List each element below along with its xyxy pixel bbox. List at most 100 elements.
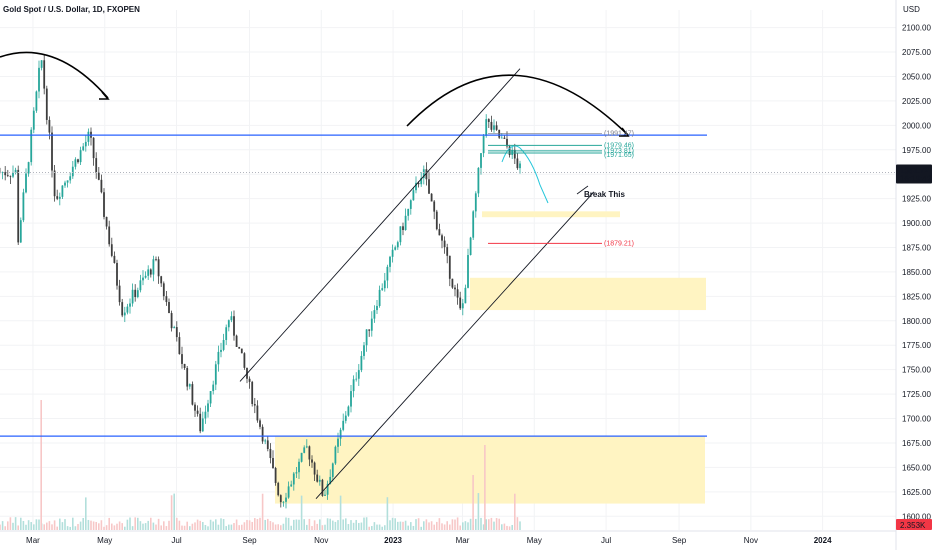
- volume-bar: [139, 521, 142, 530]
- candle-body: [425, 169, 428, 180]
- volume-bar: [194, 522, 196, 530]
- volume-bar: [17, 525, 19, 530]
- candle-body: [490, 121, 493, 130]
- candle-body: [370, 318, 373, 331]
- volume-bar: [92, 521, 95, 530]
- candle-body: [38, 67, 40, 92]
- volume-bar: [287, 517, 290, 530]
- candle-body: [199, 413, 202, 432]
- volume-bar: [95, 521, 97, 530]
- candle-body: [391, 249, 394, 257]
- volume-bar: [415, 519, 417, 530]
- level-label: (1991.47): [604, 131, 634, 138]
- volume-bar: [220, 518, 222, 530]
- candle-body: [448, 255, 451, 279]
- volume-bar: [516, 517, 519, 530]
- volume-bar: [51, 524, 53, 530]
- volume-bar: [7, 521, 9, 530]
- volume-bar: [425, 519, 428, 530]
- volume-bar: [147, 520, 149, 530]
- candle-body: [136, 290, 139, 298]
- candle-body: [84, 141, 87, 147]
- volume-bar: [397, 521, 399, 530]
- chart-title: Gold Spot / U.S. Dollar, 1D, FXOPEN: [3, 5, 140, 14]
- candle-body: [407, 208, 410, 216]
- volume-bar: [72, 517, 74, 530]
- demand-zone-upper: [470, 277, 706, 311]
- volume-bar: [506, 525, 508, 530]
- x-tick-label: Sep: [672, 536, 687, 545]
- candle-body: [58, 196, 61, 199]
- candle-body: [235, 335, 238, 347]
- candle-body: [17, 169, 20, 243]
- volume-bar: [264, 519, 266, 530]
- volume-bar: [129, 517, 131, 530]
- volume-bar: [246, 519, 248, 530]
- candle-body: [108, 226, 111, 245]
- volume-bar: [407, 525, 409, 530]
- level-label: (1973.81): [604, 148, 634, 155]
- volume-bar: [454, 519, 456, 530]
- volume-bar: [436, 521, 438, 530]
- volume-bar: [183, 525, 186, 530]
- y-tick-label: 1975.00: [902, 146, 931, 155]
- candle-body: [25, 173, 27, 193]
- volume-bar: [199, 520, 201, 530]
- candle-body: [14, 169, 17, 174]
- volume-bar: [373, 522, 376, 530]
- candle-body: [186, 368, 189, 387]
- candle-body: [129, 303, 131, 307]
- candle-body: [513, 149, 516, 159]
- volume-bar: [25, 524, 27, 530]
- y-tick-label: 1825.00: [902, 292, 931, 301]
- candle-body: [355, 378, 358, 380]
- candle-body: [222, 340, 225, 350]
- volume-bar: [215, 519, 217, 530]
- candle-body: [149, 269, 152, 275]
- volume-bar: [410, 522, 412, 530]
- candle-body: [313, 462, 316, 475]
- candle-body: [269, 448, 272, 459]
- candle-body: [142, 277, 144, 281]
- volume-bar: [399, 521, 402, 530]
- y-tick-label: 1875.00: [902, 243, 931, 252]
- volume-bar: [66, 526, 69, 530]
- volume-bar: [490, 517, 493, 530]
- volume-bar: [438, 518, 441, 530]
- volume-bar: [155, 524, 157, 530]
- volume-bar: [77, 523, 79, 530]
- candle-body: [454, 287, 456, 290]
- y-tick-label: 1675.00: [902, 439, 931, 448]
- volume-bar: [428, 522, 430, 530]
- level-label: (1971.65): [604, 152, 634, 159]
- candle-body: [170, 313, 173, 329]
- volume-bar: [38, 519, 40, 530]
- candle-body: [305, 446, 308, 448]
- volume-bar: [342, 519, 344, 530]
- candle-body: [487, 119, 490, 122]
- volume-bar: [334, 521, 337, 530]
- level-label: (1979.46): [604, 142, 634, 149]
- volume-bar: [371, 526, 373, 530]
- volume-bar: [142, 523, 144, 530]
- candle-body: [383, 280, 386, 289]
- candle-body: [243, 353, 246, 368]
- drawings: (1991.47) (1979.46)(1973.81)(1971.65) (187…: [0, 51, 896, 499]
- volume-bar: [35, 519, 38, 530]
- y-tick-label: 2100.00: [902, 24, 931, 33]
- volume-bar: [449, 524, 451, 530]
- volume-bar: [495, 518, 498, 530]
- candle-body: [443, 240, 446, 248]
- current-price-tag: [896, 164, 932, 184]
- volume-bar: [280, 525, 282, 530]
- volume-bar: [363, 517, 365, 530]
- candle-body: [321, 479, 324, 496]
- volume-bar: [482, 524, 485, 530]
- candle-body: [422, 169, 425, 178]
- candle-body: [207, 403, 209, 412]
- volume-bar: [433, 524, 435, 530]
- candle-body: [381, 288, 384, 290]
- candle-body: [279, 495, 282, 503]
